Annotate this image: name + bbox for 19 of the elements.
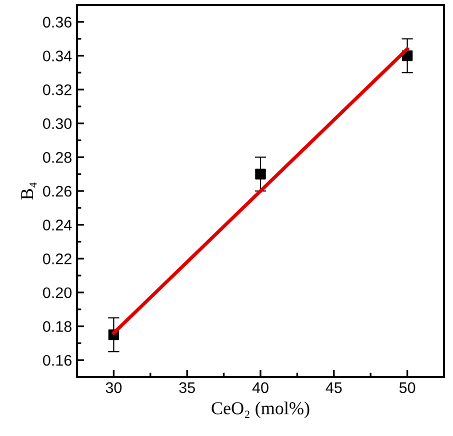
y-axis-title: B₄ xyxy=(21,182,37,200)
x-tick-label: 35 xyxy=(179,382,195,394)
y-tick-label: 0.26 xyxy=(43,186,72,197)
x-tick-label: 40 xyxy=(252,382,268,394)
y-tick-label: 0.28 xyxy=(43,152,72,163)
x-tick-label: 30 xyxy=(106,382,122,394)
y-tick-label: 0.18 xyxy=(43,321,72,332)
y-tick-label: 0.16 xyxy=(43,354,72,366)
point xyxy=(255,168,266,180)
y-tick-label: 0.24 xyxy=(43,220,72,231)
y-tick-label: 0.36 xyxy=(43,16,72,28)
y-tick-label: 0.20 xyxy=(43,287,72,298)
x-axis-title: CeO₂ (mol%) xyxy=(212,402,310,418)
x-tick-label: 50 xyxy=(399,382,416,394)
x-tick-label: 45 xyxy=(326,382,342,394)
y-tick-label: 0.30 xyxy=(43,118,72,130)
y-tick-label: 0.32 xyxy=(43,84,72,96)
y-tick-label: 0.22 xyxy=(43,254,72,264)
y-tick-label: 0.34 xyxy=(43,50,72,62)
